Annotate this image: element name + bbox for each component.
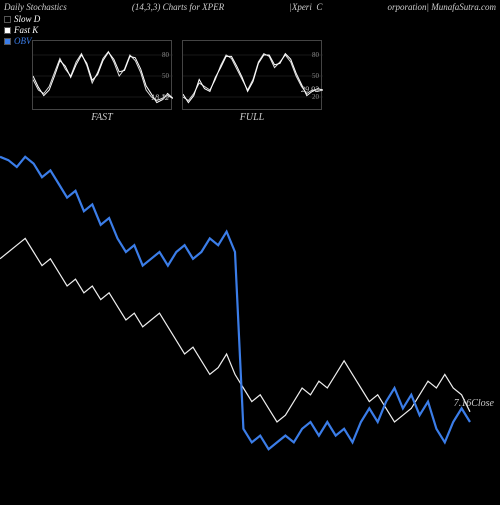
header-left: Daily Stochastics [4, 2, 67, 12]
swatch-obv [4, 38, 11, 45]
swatch-slow-d [4, 16, 11, 23]
mini-ytick: 80 [162, 51, 169, 59]
page-header: Daily Stochastics (14,3,3) Charts for XP… [0, 0, 500, 14]
mini-ytick: 50 [312, 72, 319, 80]
mini-ytick: 20 [312, 93, 319, 101]
mini-chart-full-svg [183, 41, 323, 111]
main-chart [0, 150, 500, 500]
mini-label-full: FULL [240, 112, 264, 123]
main-chart-svg [0, 150, 500, 500]
legend-fast-k: Fast K [4, 25, 40, 35]
legend-label-fast-k: Fast K [14, 25, 38, 35]
mini-label-fast: FAST [91, 112, 113, 123]
legend-label-slow-d: Slow D [14, 14, 40, 24]
mini-ytick: 80 [312, 51, 319, 59]
mini-ytick: 50 [162, 72, 169, 80]
mini-end-value: 18.12 [151, 93, 169, 102]
mini-chart-fast: FAST 80502018.12 [32, 40, 172, 110]
close-suffix: Close [471, 398, 494, 409]
header-params: (14,3,3) Charts for XPER [132, 2, 224, 12]
mini-charts-row: FAST 80502018.12 FULL 80502029.93 [32, 40, 322, 110]
mini-chart-full: FULL 80502029.93 [182, 40, 322, 110]
legend-label-obv: OBV [14, 36, 32, 46]
swatch-fast-k [4, 27, 11, 34]
legend-slow-d: Slow D [4, 14, 40, 24]
header-right: orporation| MunafaSutra.com [388, 2, 496, 12]
header-mid: |Xperi C [289, 2, 322, 12]
close-value: 7.16 [454, 398, 472, 409]
mini-end-value: 29.93 [301, 85, 319, 94]
close-label: 7.16Close [454, 398, 494, 409]
